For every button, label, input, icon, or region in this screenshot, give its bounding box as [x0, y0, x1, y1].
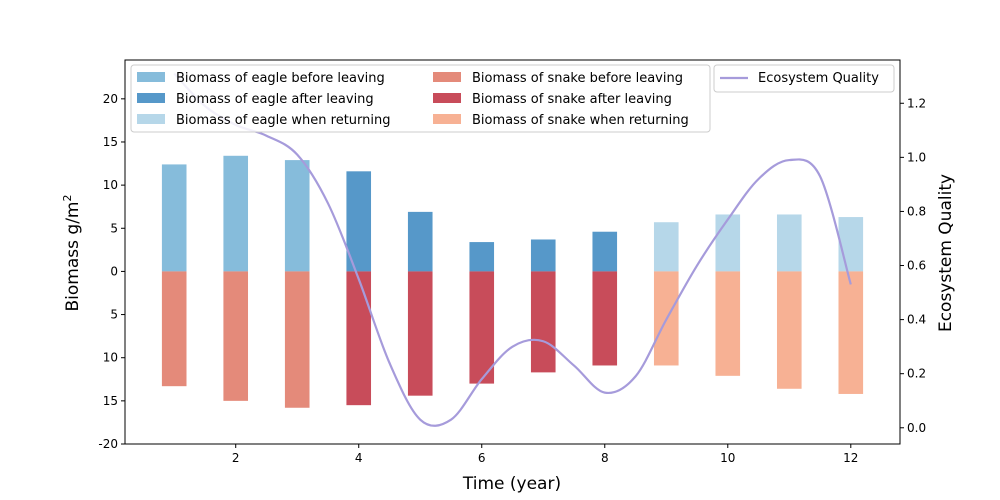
line-ecosystem-quality: [173, 72, 852, 427]
bar-5-12: [838, 271, 864, 394]
legend-swatch: [137, 93, 165, 103]
y-tick-label: 10: [103, 351, 118, 365]
y2-tick-label: 1.0: [907, 150, 926, 164]
x-tick-label: 10: [720, 451, 735, 465]
bars-layer: [161, 155, 864, 408]
y-axis-label-text: Biomass g/m: [63, 202, 83, 312]
x-tick-label: 8: [601, 451, 609, 465]
y2-axis-label: Ecosystem Quality: [936, 174, 956, 332]
bar-4-5: [407, 271, 433, 396]
y-tick-label: 15: [103, 394, 118, 408]
legend-label: Biomass of eagle when returning: [176, 113, 391, 128]
y2-tick-label: 0.8: [907, 204, 926, 218]
bar-0-2: [223, 155, 249, 272]
bar-2-11: [776, 214, 802, 272]
y-tick-label: 5: [110, 308, 118, 322]
bar-5-10: [715, 271, 741, 376]
legend-box: [713, 64, 895, 93]
bar-1-8: [592, 231, 618, 272]
x-tick-label: 2: [232, 451, 240, 465]
legend-label: Biomass of snake after leaving: [472, 92, 672, 107]
legend-label: Biomass of eagle before leaving: [176, 71, 385, 86]
legend-swatch: [433, 72, 461, 82]
bar-4-4: [346, 271, 372, 406]
x-axis: 2 4 6 8 10 12: [232, 444, 858, 465]
y2-tick-label: 1.2: [907, 96, 926, 110]
y2-tick-label: 0.6: [907, 259, 926, 273]
bar-4-6: [469, 271, 495, 384]
legend-label: Biomass of snake when returning: [472, 113, 689, 128]
y-tick-label: 10: [103, 178, 118, 192]
legend-swatch: [433, 114, 461, 124]
bar-1-6: [469, 242, 495, 272]
bar-3-3: [284, 271, 310, 408]
legend-swatch: [137, 72, 165, 82]
legend-quality: Ecosystem Quality: [713, 64, 895, 93]
y-tick-label: 20: [103, 92, 118, 106]
legend-label: Ecosystem Quality: [758, 71, 879, 86]
legend-label: Biomass of eagle after leaving: [176, 92, 374, 107]
line-layer: [173, 72, 852, 427]
y-axis-right: 0.0 0.2 0.4 0.6 0.8 1.0 1.2: [900, 96, 926, 435]
legend-box: [130, 64, 711, 133]
bar-5-11: [776, 271, 802, 389]
legend-biomass: Biomass of eagle before leaving Biomass o…: [130, 64, 711, 133]
legend-swatch: [433, 93, 461, 103]
y-axis-label-sup: 2: [61, 195, 74, 202]
y2-tick-label: 0.0: [907, 421, 926, 435]
bar-1-7: [530, 239, 556, 272]
bar-1-5: [407, 211, 433, 272]
bar-4-8: [592, 271, 618, 366]
bar-0-3: [284, 160, 310, 272]
plot-frame: [124, 59, 901, 445]
bar-2-9: [653, 222, 679, 272]
bar-3-2: [223, 271, 249, 401]
bar-0-1: [161, 164, 187, 272]
y2-tick-label: 0.4: [907, 313, 926, 327]
bar-2-12: [838, 217, 864, 272]
legend-label: Biomass of snake before leaving: [472, 71, 683, 86]
bar-3-1: [161, 271, 187, 387]
bar-4-7: [530, 271, 556, 373]
x-tick-label: 6: [478, 451, 486, 465]
y-axis-left: 20 15 10 5 0 5 10 15 -20: [98, 92, 125, 451]
y-axis-label: Biomass g/m2: [61, 195, 83, 312]
bar-2-10: [715, 214, 741, 272]
y-tick-label: -20: [98, 437, 118, 451]
y-tick-label: 0: [110, 264, 118, 278]
y-tick-label: 15: [103, 135, 118, 149]
legend-swatch: [137, 114, 165, 124]
x-tick-label: 12: [843, 451, 858, 465]
y2-tick-label: 0.2: [907, 367, 926, 381]
x-axis-label: Time (year): [462, 474, 561, 494]
x-tick-label: 4: [355, 451, 363, 465]
y-tick-label: 5: [110, 221, 118, 235]
